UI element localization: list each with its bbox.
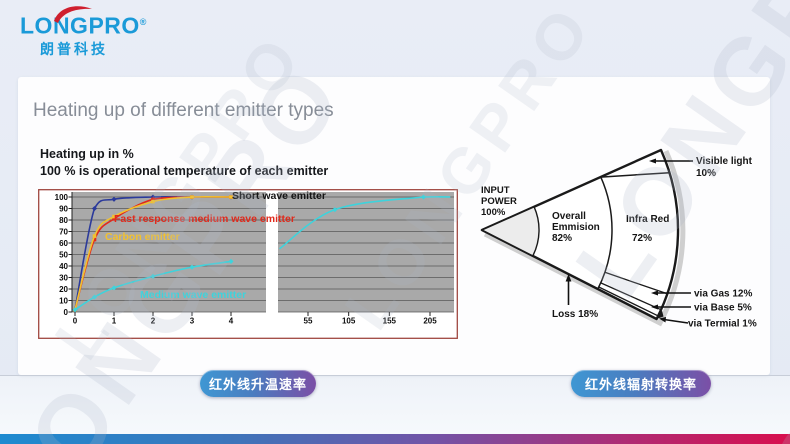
y-tick-label: 30 [59, 273, 68, 282]
via-termial-divider [598, 286, 659, 317]
heating-chart-svg: 0 10 20 30 40 50 60 70 80 90 100 0 1 2 3 4 55 105 155 205 [38, 189, 458, 339]
infrared-radiation-conversion-button[interactable]: 红外线辐射转换率 [571, 370, 711, 397]
data-marker [151, 197, 155, 202]
data-marker [229, 195, 233, 199]
series-label-carbon: Carbon emitter [105, 231, 180, 243]
x-tick-label: 205 [423, 317, 437, 326]
swoosh-shape [54, 6, 92, 23]
data-marker [92, 234, 97, 238]
via-gas-divider [604, 271, 668, 295]
input-wedge [480, 205, 540, 257]
overall-infra-divider-arc [597, 176, 613, 290]
series-path-3 [74, 260, 232, 311]
logo-swoosh-icon [54, 6, 92, 23]
plot-area-right [278, 192, 454, 312]
termial-corner [656, 310, 664, 319]
bottom-gradient-bar [0, 434, 790, 444]
via-base-label: via Base 5% [694, 303, 752, 314]
series-label-medium-wave: Medium wave emitter [140, 289, 247, 301]
data-marker [92, 237, 97, 242]
overall-emission-label-1: Overall [552, 211, 586, 222]
series-path-2 [74, 196, 232, 310]
via-base-divider [600, 282, 662, 311]
chart-note: Heating up in % 100 % is operational tem… [40, 146, 328, 180]
visible-light-divider [600, 171, 670, 178]
infra-red-value: 72% [632, 233, 652, 244]
input-power-label-3: 100% [481, 207, 506, 218]
fan-svg: INPUT POWER 100% Overall Emmision 82% In… [480, 148, 757, 330]
emitter-fan-diagram: INPUT POWER 100% Overall Emmision 82% In… [470, 143, 780, 363]
logo-wordmark: LONGPRO® [20, 6, 147, 39]
x-tick-label: 3 [190, 317, 195, 326]
data-marker [111, 196, 117, 202]
registered-mark: ® [139, 17, 147, 27]
chart-note-line1: Heating up in % [40, 147, 134, 161]
x-tick-label: 0 [73, 317, 78, 326]
loss-label: Loss 18% [552, 309, 598, 320]
x-tick-label: 55 [304, 317, 313, 326]
overall-emission-label-2: Emmision [552, 222, 600, 233]
overall-emission-label-3: 82% [552, 233, 572, 244]
y-tick-label: 70 [59, 227, 68, 236]
x-tick-label: 155 [383, 317, 397, 326]
via-termial-arrow-icon [659, 317, 666, 323]
y-tick-label: 50 [59, 250, 68, 259]
x-tick-label: 4 [229, 317, 234, 326]
data-marker [91, 294, 98, 300]
logo-subtext: 朗普科技 [40, 40, 108, 57]
divider-line [0, 375, 790, 376]
input-power-label-1: INPUT [481, 185, 510, 196]
fan-shadow [483, 149, 686, 327]
longpro-logo: LONGPRO® 朗普科技 [20, 6, 147, 59]
input-power-label-2: POWER [481, 196, 517, 207]
y-tick-label: 90 [59, 204, 68, 213]
series-path-3-cont [279, 196, 451, 250]
via-termial-callout-line [663, 318, 689, 324]
via-gas-label: via Gas 12% [694, 289, 752, 300]
data-marker [72, 307, 78, 313]
y-tick-label: 60 [59, 239, 68, 248]
data-marker [190, 195, 194, 199]
via-base-arrow-icon [651, 304, 658, 310]
loss-arrow-icon [565, 274, 572, 282]
y-tick-label: 0 [64, 308, 69, 317]
page-title: Heating up of different emitter types [33, 100, 334, 121]
x-tick-label: 1 [112, 317, 117, 326]
y-tick-label: 10 [59, 296, 68, 305]
y-tick-label: 100 [55, 193, 69, 202]
data-marker [112, 214, 116, 219]
chart-note-line2: 100 % is operational temperature of each… [40, 164, 329, 178]
series-label-fast-response: Fast response medium wave emitter [114, 213, 295, 225]
x-tick-label: 2 [151, 317, 156, 326]
data-marker [151, 199, 155, 204]
via-gas-arrow-icon [651, 290, 658, 296]
y-tick-label: 80 [59, 216, 68, 225]
infra-red-label: Infra Red [626, 214, 669, 225]
series-label-short-wave: Short wave emitter [232, 190, 326, 202]
x-tick-label: 105 [342, 317, 356, 326]
infrared-heating-rate-button[interactable]: 红外线升温速率 [200, 370, 316, 397]
visible-light-label: Visible light [696, 156, 753, 167]
visible-light-value: 10% [696, 168, 716, 179]
y-tick-label: 20 [59, 285, 68, 294]
data-marker [112, 217, 116, 221]
y-tick-label: 40 [59, 262, 68, 271]
via-termial-label: via Termial 1% [688, 319, 757, 330]
visible-light-arrow-icon [649, 158, 656, 164]
heating-chart: 0 10 20 30 40 50 60 70 80 90 100 0 1 2 3 4 55 105 155 205 S… [38, 189, 458, 339]
logo-text: LONGPRO [20, 12, 140, 39]
